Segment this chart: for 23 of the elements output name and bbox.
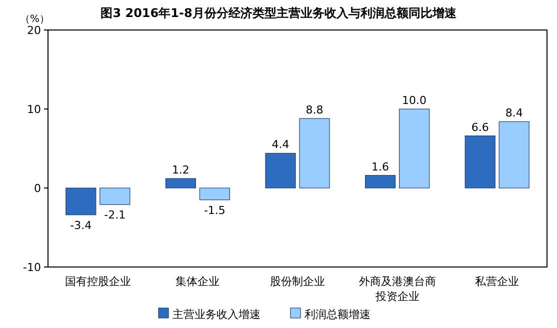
data-label: 1.2 — [172, 164, 190, 177]
x-tick-label: 国有控股企业 — [64, 275, 131, 288]
legend-label: 利润总额增速 — [304, 308, 370, 321]
x-tick-label: 外商及港澳台商投资企业 — [358, 275, 436, 303]
y-tick-label: 10 — [27, 103, 41, 116]
data-label: -2.1 — [104, 208, 126, 222]
x-tick-label: 集体企业 — [176, 275, 220, 288]
x-tick-label: 私营企业 — [475, 275, 520, 288]
data-label: -3.4 — [70, 218, 92, 232]
data-label: 8.4 — [505, 106, 523, 120]
y-tick-label: -10 — [23, 261, 41, 274]
y-axis-title: （%） — [20, 14, 50, 25]
x-tick-label: 股份制企业 — [270, 275, 325, 288]
y-tick-label: 20 — [27, 24, 41, 37]
data-label: 1.6 — [372, 160, 390, 174]
chart-title: 图3 2016年1-8月份分经济类型主营业务收入与利润总额同比增速 — [100, 6, 458, 20]
data-label: 4.4 — [272, 138, 290, 152]
data-label: -1.5 — [204, 204, 226, 217]
data-label: 6.6 — [471, 120, 489, 134]
legend-label: 主营业务收入增速 — [172, 308, 260, 321]
data-label: 10.0 — [402, 94, 427, 107]
data-label: 8.8 — [306, 103, 324, 116]
y-tick-label: 0 — [34, 182, 41, 195]
